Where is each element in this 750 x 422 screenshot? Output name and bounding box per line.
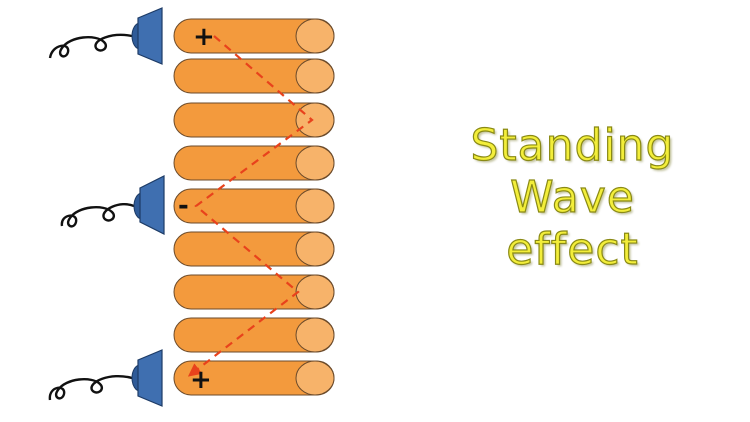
cylinder-3 (173, 102, 335, 138)
clamp-middle-body (139, 175, 165, 235)
wire-top (48, 33, 133, 59)
cylinder-6 (173, 231, 335, 267)
sign-top-plus: + (193, 22, 215, 52)
clamp-bottom (48, 349, 163, 407)
cylinder-2 (173, 58, 335, 94)
sign-middle-minus: - (178, 191, 189, 221)
sign-bottom-plus: + (190, 365, 212, 395)
wire-bottom (48, 375, 133, 401)
clamp-bottom-body (137, 349, 163, 407)
cylinder-7 (173, 274, 335, 310)
clamp-top (48, 7, 163, 65)
wire-middle (60, 203, 135, 228)
cylinder-8 (173, 317, 335, 353)
cylinder-5 (173, 188, 335, 224)
clamp-middle (60, 175, 165, 235)
cylinder-1 (173, 18, 335, 54)
clamp-top-body (137, 7, 163, 65)
title-line-1: Standing (470, 119, 675, 171)
title-block: Standing Wave effect (430, 119, 715, 276)
cylinder-9 (173, 360, 335, 396)
standing-wave-path (187, 35, 314, 377)
title-line-3: effect (506, 223, 639, 275)
cylinder-stack (173, 18, 335, 396)
title-line-2: Wave (510, 171, 635, 223)
